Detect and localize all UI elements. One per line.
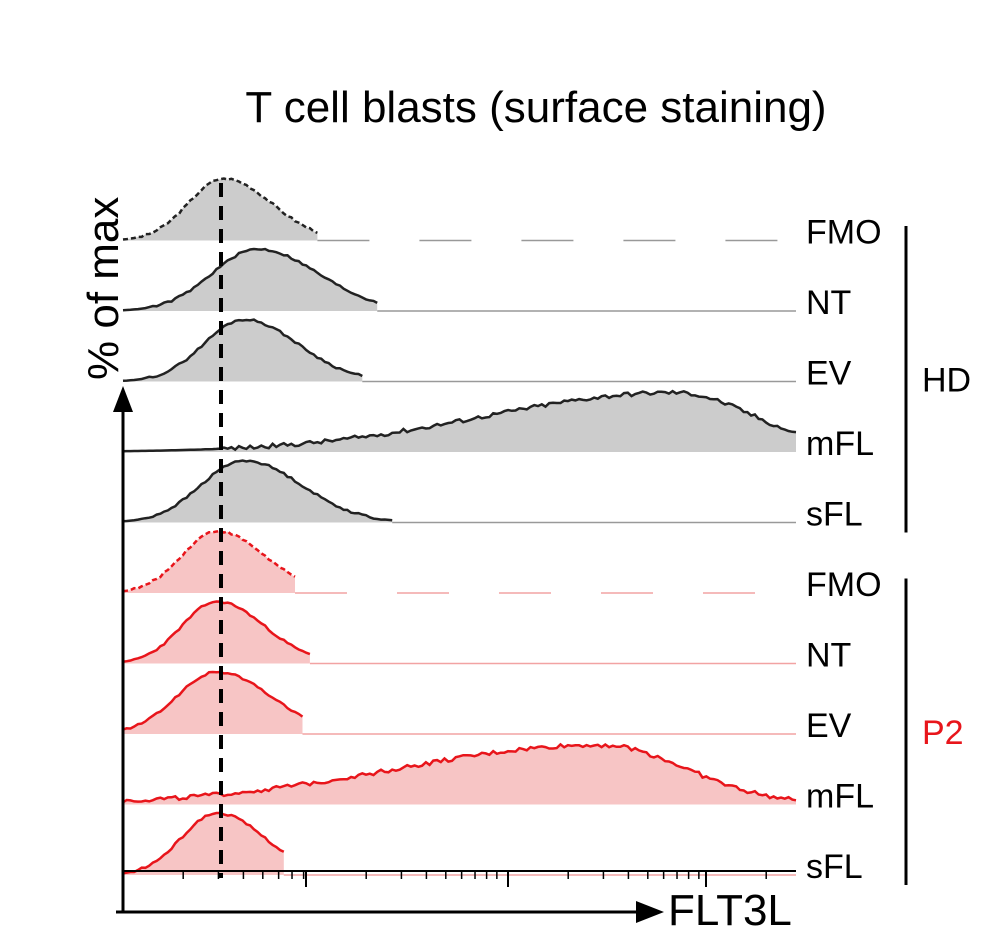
histogram-fill bbox=[123, 460, 393, 523]
histogram-line bbox=[122, 177, 318, 241]
y-axis-arrow bbox=[113, 386, 133, 412]
histogram-fill bbox=[123, 391, 796, 452]
histogram-line bbox=[122, 530, 296, 593]
row-label: FMO bbox=[806, 566, 882, 604]
row-label: NT bbox=[806, 284, 851, 322]
x-axis-arrow bbox=[636, 901, 664, 923]
histogram-line bbox=[122, 670, 304, 731]
x-axis-ticks bbox=[122, 871, 767, 887]
histogram-line bbox=[122, 742, 797, 804]
row-labels: FMO NT EV mFL sFL FMO NT EV mFL sFL bbox=[806, 214, 882, 887]
group-label: HD bbox=[922, 361, 971, 399]
histogram-fill bbox=[123, 249, 378, 311]
row-label: FMO bbox=[806, 214, 882, 252]
histogram-line bbox=[122, 811, 285, 875]
histogram-line bbox=[122, 247, 378, 312]
chart-title: T cell blasts (surface staining) bbox=[245, 83, 826, 132]
y-axis-label: % of max bbox=[79, 197, 128, 380]
group-brackets: HD P2 bbox=[904, 226, 971, 885]
row-label: EV bbox=[806, 707, 852, 745]
histogram-fill bbox=[123, 744, 796, 805]
histogram-fill bbox=[123, 672, 303, 734]
histogram-line bbox=[122, 600, 311, 663]
row-label: mFL bbox=[806, 778, 874, 816]
histogram-line bbox=[122, 459, 393, 523]
group-label: P2 bbox=[922, 714, 964, 752]
row-label: sFL bbox=[806, 848, 863, 886]
row-label: NT bbox=[806, 637, 851, 675]
histogram-fill bbox=[123, 813, 284, 875]
histogram-fill bbox=[123, 319, 363, 382]
histogram-line bbox=[122, 318, 363, 383]
row-label: mFL bbox=[806, 425, 874, 463]
x-axis-label: FLT3L bbox=[668, 886, 792, 935]
histogram-rows bbox=[122, 177, 797, 876]
row-label: sFL bbox=[806, 496, 863, 534]
histogram-line bbox=[122, 389, 797, 453]
row-label: EV bbox=[806, 355, 852, 393]
histogram-fill bbox=[123, 601, 310, 664]
